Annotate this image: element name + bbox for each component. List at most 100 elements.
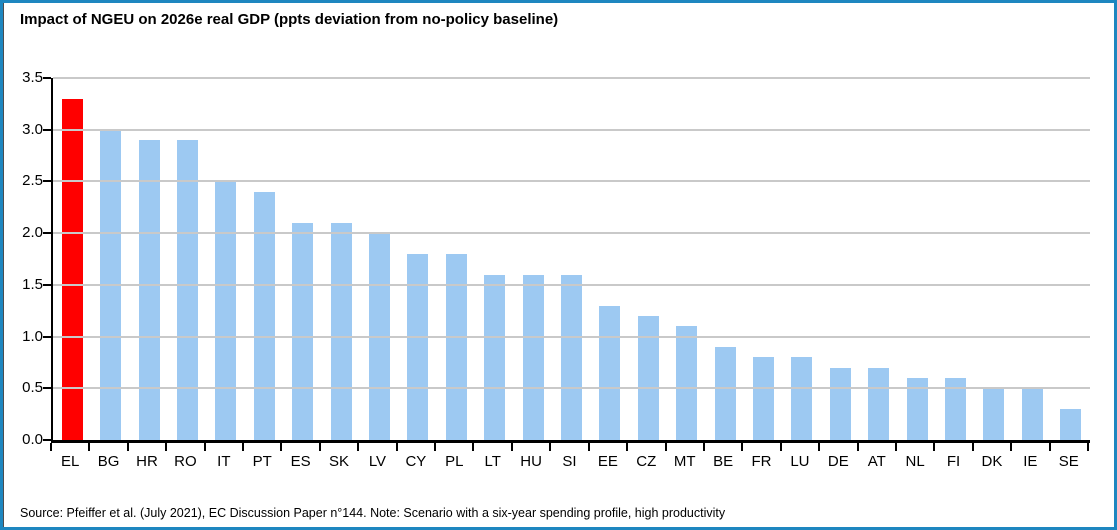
bar-LT — [484, 274, 506, 440]
x-tick-label: HR — [136, 453, 158, 470]
source-note: Source: Pfeiffer et al. (July 2021), EC … — [20, 506, 726, 520]
y-tick-label: 0.0 — [22, 431, 43, 448]
bar-cell — [360, 78, 398, 440]
y-axis-tick — [43, 232, 51, 235]
bar-DE — [829, 367, 851, 440]
x-axis-tick — [280, 443, 283, 451]
x-tick-label: BE — [713, 453, 734, 470]
bar-cell — [437, 78, 475, 440]
x-axis-tick — [741, 443, 744, 451]
x-axis-tick — [510, 443, 513, 451]
x-axis-tick — [434, 443, 437, 451]
x-axis-tick — [88, 443, 91, 451]
y-tick-label: 1.0 — [22, 327, 43, 345]
x-axis-tick — [242, 443, 245, 451]
x-tick-label: LU — [790, 453, 810, 470]
x-axis-tick — [702, 443, 705, 451]
x-tick-label: RO — [174, 453, 197, 470]
bar-cell — [821, 78, 859, 440]
x-tick-label: SI — [562, 453, 577, 470]
x-axis-tick — [856, 443, 859, 451]
x-axis-tick — [779, 443, 782, 451]
x-axis-tick — [587, 443, 590, 451]
bar-cell — [783, 78, 821, 440]
x-tick-label: DE — [827, 453, 849, 470]
bar-SK — [330, 222, 352, 440]
bar-DK — [983, 388, 1005, 440]
x-tick-label: IE — [1023, 453, 1038, 470]
bar-cell — [322, 78, 360, 440]
y-axis-tick — [43, 335, 51, 338]
x-tick-label: EE — [597, 453, 618, 470]
bar-FI — [945, 377, 967, 440]
x-axis-tick — [165, 443, 168, 451]
bar-BE — [714, 346, 736, 440]
x-axis-tick — [549, 443, 552, 451]
gridline — [53, 335, 1090, 338]
x-tick-label: FI — [946, 453, 961, 470]
y-tick-label: 1.5 — [22, 275, 43, 293]
bar-cell — [514, 78, 552, 440]
y-tick-label: 2.0 — [22, 224, 43, 242]
bar-NL — [906, 377, 928, 440]
gridline — [53, 77, 1090, 79]
bar-EE — [599, 305, 621, 440]
x-tick-label: HU — [520, 453, 542, 470]
bar-PL — [445, 253, 467, 440]
x-tick-label: PL — [445, 453, 464, 470]
plot-area — [51, 77, 1090, 443]
bar-cell — [975, 78, 1013, 440]
bar-CY — [407, 253, 429, 440]
bar-cell — [552, 78, 590, 440]
x-tick-label: EL — [61, 453, 80, 470]
y-tick-label: 3.0 — [22, 120, 43, 138]
x-axis-tick — [971, 443, 974, 451]
x-axis-tick — [933, 443, 936, 451]
bar-cell — [744, 78, 782, 440]
gridline — [53, 180, 1090, 183]
y-tick-label: 3.5 — [22, 69, 43, 86]
x-axis-tick — [50, 443, 52, 451]
x-axis-tick — [818, 443, 821, 451]
y-tick-label: 2.5 — [22, 172, 43, 190]
y-axis-tick — [43, 77, 51, 79]
bar-ES — [292, 222, 314, 440]
x-tick-label: LV — [368, 453, 387, 470]
y-axis-tick — [43, 283, 51, 286]
x-axis-tick — [318, 443, 321, 451]
x-tick-label: CY — [405, 453, 427, 470]
x-axis-labels: EL BG HR RO IT PT ES SK LV CY PL LT HU SI EE CZ MT BE FR LU… — [51, 453, 1088, 470]
bar-cell — [591, 78, 629, 440]
bar-cell — [245, 78, 283, 440]
bar-SE — [1060, 408, 1082, 440]
x-axis-tick — [626, 443, 629, 451]
x-axis-tick — [126, 443, 129, 451]
x-axis-tick — [395, 443, 398, 451]
x-tick-label: IT — [217, 453, 231, 470]
chart-title: Impact of NGEU on 2026e real GDP (ppts d… — [20, 11, 559, 28]
bar-EL — [61, 98, 83, 440]
bar-cell — [936, 78, 974, 440]
x-axis-tick — [472, 443, 475, 451]
bar-SI — [560, 274, 582, 440]
x-tick-label: FR — [751, 453, 772, 470]
bar-FR — [753, 357, 775, 440]
x-tick-label: MT — [673, 453, 696, 470]
bar-HR — [138, 140, 160, 440]
x-tick-label: NL — [905, 453, 925, 470]
bars-layer — [53, 78, 1090, 440]
x-tick-label: AT — [867, 453, 886, 470]
bar-IT — [215, 181, 237, 440]
bar-cell — [130, 78, 168, 440]
y-axis-tick — [43, 439, 51, 441]
bar-HU — [522, 274, 544, 440]
bar-cell — [91, 78, 129, 440]
bar-cell — [706, 78, 744, 440]
x-axis-tick — [894, 443, 897, 451]
bar-cell — [898, 78, 936, 440]
bar-cell — [53, 78, 91, 440]
bar-RO — [176, 140, 198, 440]
gridline — [53, 387, 1090, 390]
bar-cell — [668, 78, 706, 440]
bar-cell — [475, 78, 513, 440]
